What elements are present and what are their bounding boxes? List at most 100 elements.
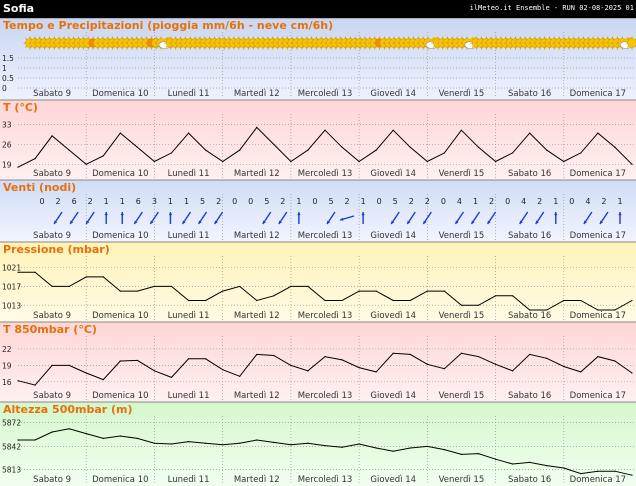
wind-background [0, 180, 636, 242]
pressure-point [136, 290, 138, 292]
t850-point [307, 370, 309, 372]
t850-day-label: Sabato 9 [33, 391, 71, 401]
precip-day-label: Mercoledì 13 [298, 89, 353, 99]
pressure-point [102, 276, 104, 278]
temperature-day-label: Domenica 10 [92, 169, 148, 179]
temperature-day-label: Sabato 9 [33, 169, 71, 179]
pressure-point [477, 304, 480, 306]
wind-arrow-icon [535, 211, 545, 225]
pressure-point [614, 309, 616, 311]
t850-point [119, 360, 121, 362]
z500-point [136, 437, 138, 439]
t850-point [426, 363, 428, 365]
t850-point [341, 359, 343, 361]
wind-speed-value: 2 [216, 197, 221, 206]
temperature-title: T (°C) [3, 101, 38, 114]
z500-point [307, 442, 309, 444]
t850-ytick: 22 [2, 345, 12, 354]
z500-point [68, 428, 70, 430]
wind-arrow-icon [168, 212, 173, 224]
temperature-point [17, 166, 19, 168]
wind-speed-value: 1 [296, 197, 301, 206]
pressure-point [358, 290, 360, 292]
temperature-ytick: 19 [2, 160, 12, 169]
wind-arrow-icon [390, 211, 400, 225]
z500-day-label: Sabato 9 [33, 475, 71, 485]
t850-day-label: Mercoledì 13 [298, 391, 353, 401]
wind-speed-value: 2 [537, 197, 542, 206]
pressure-day-label: Mercoledì 13 [298, 311, 353, 321]
wind-speed-value: 1 [617, 197, 622, 206]
temperature-point [51, 135, 53, 137]
pressure-point [205, 299, 207, 302]
temperature-point [34, 158, 36, 160]
t850-point [460, 352, 463, 354]
wind-speed-value: 1 [553, 197, 558, 206]
temperature-point [256, 126, 258, 128]
wind-speed-value: 0 [441, 197, 446, 206]
t850-point [375, 371, 377, 373]
z500-ytick: 5842 [2, 442, 21, 451]
pressure-point [460, 304, 463, 306]
temperature-point [392, 129, 394, 131]
t850-point [529, 353, 531, 356]
wind-arrow-icon [470, 211, 481, 225]
t850-day-label: Martedì 12 [234, 391, 280, 401]
pressure-point [290, 285, 292, 287]
temperature-point [494, 160, 497, 163]
pressure-ytick: 1013 [2, 301, 21, 310]
pressure-title: Pressione (mbar) [3, 243, 110, 256]
temperature-background [0, 100, 636, 180]
z500-point [239, 442, 241, 444]
z500-point [17, 439, 19, 441]
pressure-day-label: Lunedì 11 [168, 311, 210, 321]
temperature-point [375, 149, 377, 151]
wind-speed-value: 2 [409, 197, 414, 206]
t850-point [580, 371, 582, 373]
pressure-point [256, 299, 258, 302]
z500-point [222, 444, 224, 446]
t850-point [597, 356, 599, 358]
wind-speed-value: 1 [184, 197, 189, 206]
t850-point [392, 352, 394, 354]
wind-title: Venti (nodi) [3, 181, 76, 194]
pressure-point [51, 285, 53, 287]
precip-day-label: Sabato 16 [508, 89, 551, 99]
t850-point [205, 358, 207, 360]
t850-day-label: Sabato 16 [508, 391, 551, 401]
t850-title: T 850mbar (°C) [3, 323, 97, 336]
temperature-day-label: Lunedì 11 [168, 169, 210, 179]
t850-point [153, 370, 156, 372]
z500-point [85, 433, 87, 435]
z500-point [580, 473, 582, 475]
precip-ytick: 1.5 [2, 54, 14, 63]
wind-day-label: Venerdì 15 [439, 231, 485, 241]
pressure-day-label: Sabato 9 [33, 311, 71, 321]
pressure-day-label: Sabato 16 [508, 311, 551, 321]
temperature-point [477, 146, 480, 148]
meteogram-svg: Tempo e Precipitazioni (pioggia mm/6h - … [0, 18, 636, 486]
wind-arrow-icon [422, 211, 432, 225]
temperature-point [239, 149, 241, 151]
wind-speed-value: 0 [312, 197, 317, 206]
z500-background [0, 402, 636, 486]
z500-point [170, 443, 173, 445]
pressure-point [341, 299, 343, 302]
temperature-point [205, 149, 207, 151]
temperature-day-label: Martedì 12 [234, 169, 280, 179]
z500-day-label: Giovedì 14 [370, 475, 416, 485]
pressure-point [494, 295, 497, 297]
pressure-point [546, 309, 548, 311]
wind-speed-value: 5 [200, 197, 205, 206]
temperature-point [580, 152, 582, 154]
wind-speed-value: 5 [264, 197, 269, 206]
t850-point [477, 356, 480, 358]
t850-point [273, 354, 275, 357]
temperature-point [546, 149, 548, 151]
precip-ytick: 0.5 [2, 74, 14, 83]
wind-speed-value: 1 [361, 197, 366, 206]
pressure-point [68, 285, 70, 287]
z500-point [375, 447, 377, 449]
t850-point [170, 376, 173, 379]
z500-point [341, 446, 343, 448]
